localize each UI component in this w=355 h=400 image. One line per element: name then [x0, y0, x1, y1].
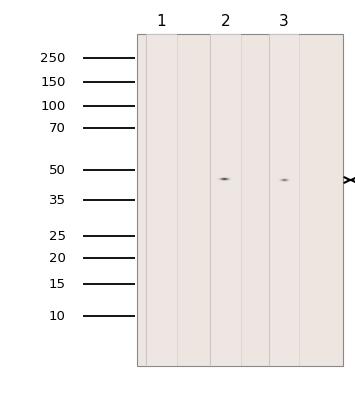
Text: 3: 3 — [279, 14, 289, 30]
Text: 15: 15 — [49, 278, 66, 290]
Text: 35: 35 — [49, 194, 66, 206]
Text: 10: 10 — [49, 310, 66, 322]
Bar — [210, 34, 241, 366]
Text: 2: 2 — [220, 14, 230, 30]
Text: 50: 50 — [49, 164, 66, 176]
Bar — [137, 34, 343, 366]
Bar — [147, 34, 177, 366]
Text: 20: 20 — [49, 252, 66, 264]
Text: 25: 25 — [49, 230, 66, 242]
Text: 150: 150 — [40, 76, 66, 88]
Text: 1: 1 — [157, 14, 166, 30]
Text: 100: 100 — [40, 100, 66, 112]
Text: 70: 70 — [49, 122, 66, 134]
Bar — [269, 34, 299, 366]
Text: 250: 250 — [40, 52, 66, 64]
